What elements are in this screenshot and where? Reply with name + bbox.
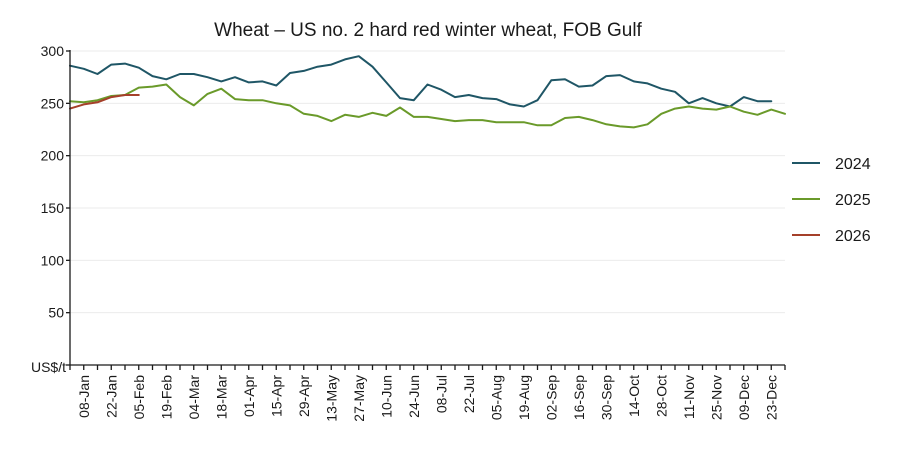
y-tick-label: 250 [41,95,65,111]
x-tick-label: 10-Jun [378,375,394,418]
x-tick-label: 30-Sep [598,375,614,420]
x-tick-label: 14-Oct [626,375,642,417]
series-line-2024 [69,55,773,108]
series-line-2026 [69,94,140,110]
y-tick-label: 300 [41,43,65,59]
x-tick-label: 22-Jan [103,375,119,418]
x-tick-label: 25-Nov [708,375,724,420]
legend: 2024 2025 2026 [792,156,871,245]
x-tick-label: 22-Jul [461,375,477,413]
plot-area [69,55,786,129]
x-tick-label: 05-Aug [488,375,504,420]
legend-label-2024: 2024 [835,156,871,173]
x-tick-label: 13-May [323,375,339,422]
x-tick-label: 01-Apr [241,375,257,417]
x-tick-label: 24-Jun [406,375,422,418]
x-tick-label: 15-Apr [268,375,284,417]
x-tick-label: 05-Feb [131,375,147,420]
legend-label-2026: 2026 [835,228,871,245]
axes: 50 100 150 200 250 300 08-Jan 22-Jan 05-Feb 19-Fe… [41,43,786,422]
legend-label-2025: 2025 [835,192,871,209]
y-tick-label: 200 [41,148,65,164]
x-tick-label: 19-Feb [158,375,174,420]
x-tick-label: 29-Apr [296,375,312,417]
x-tick-label: 08-Jul [433,375,449,413]
y-tick-label: 100 [41,252,65,268]
y-tick-label: 150 [41,200,65,216]
x-tick-label: 19-Aug [516,375,532,420]
x-tick-label: 02-Sep [543,375,559,420]
x-tick-label: 04-Mar [186,375,202,420]
x-tick-label: 08-Jan [76,375,92,418]
x-tick-label: 18-Mar [213,375,229,420]
y-axis-label: US$/t [31,359,66,375]
gridlines [70,50,785,314]
x-tick-label: 23-Dec [763,375,779,420]
chart-title: Wheat – US no. 2 hard red winter wheat, … [214,20,642,41]
x-tick-label: 27-May [351,375,367,422]
y-tick-label: 50 [48,305,64,321]
x-tick-label: 09-Dec [736,375,752,420]
series-line-2025 [69,83,786,129]
x-tick-label: 28-Oct [653,375,669,417]
x-tick-label: 11-Nov [681,375,697,419]
x-tick-label: 16-Sep [571,375,587,420]
